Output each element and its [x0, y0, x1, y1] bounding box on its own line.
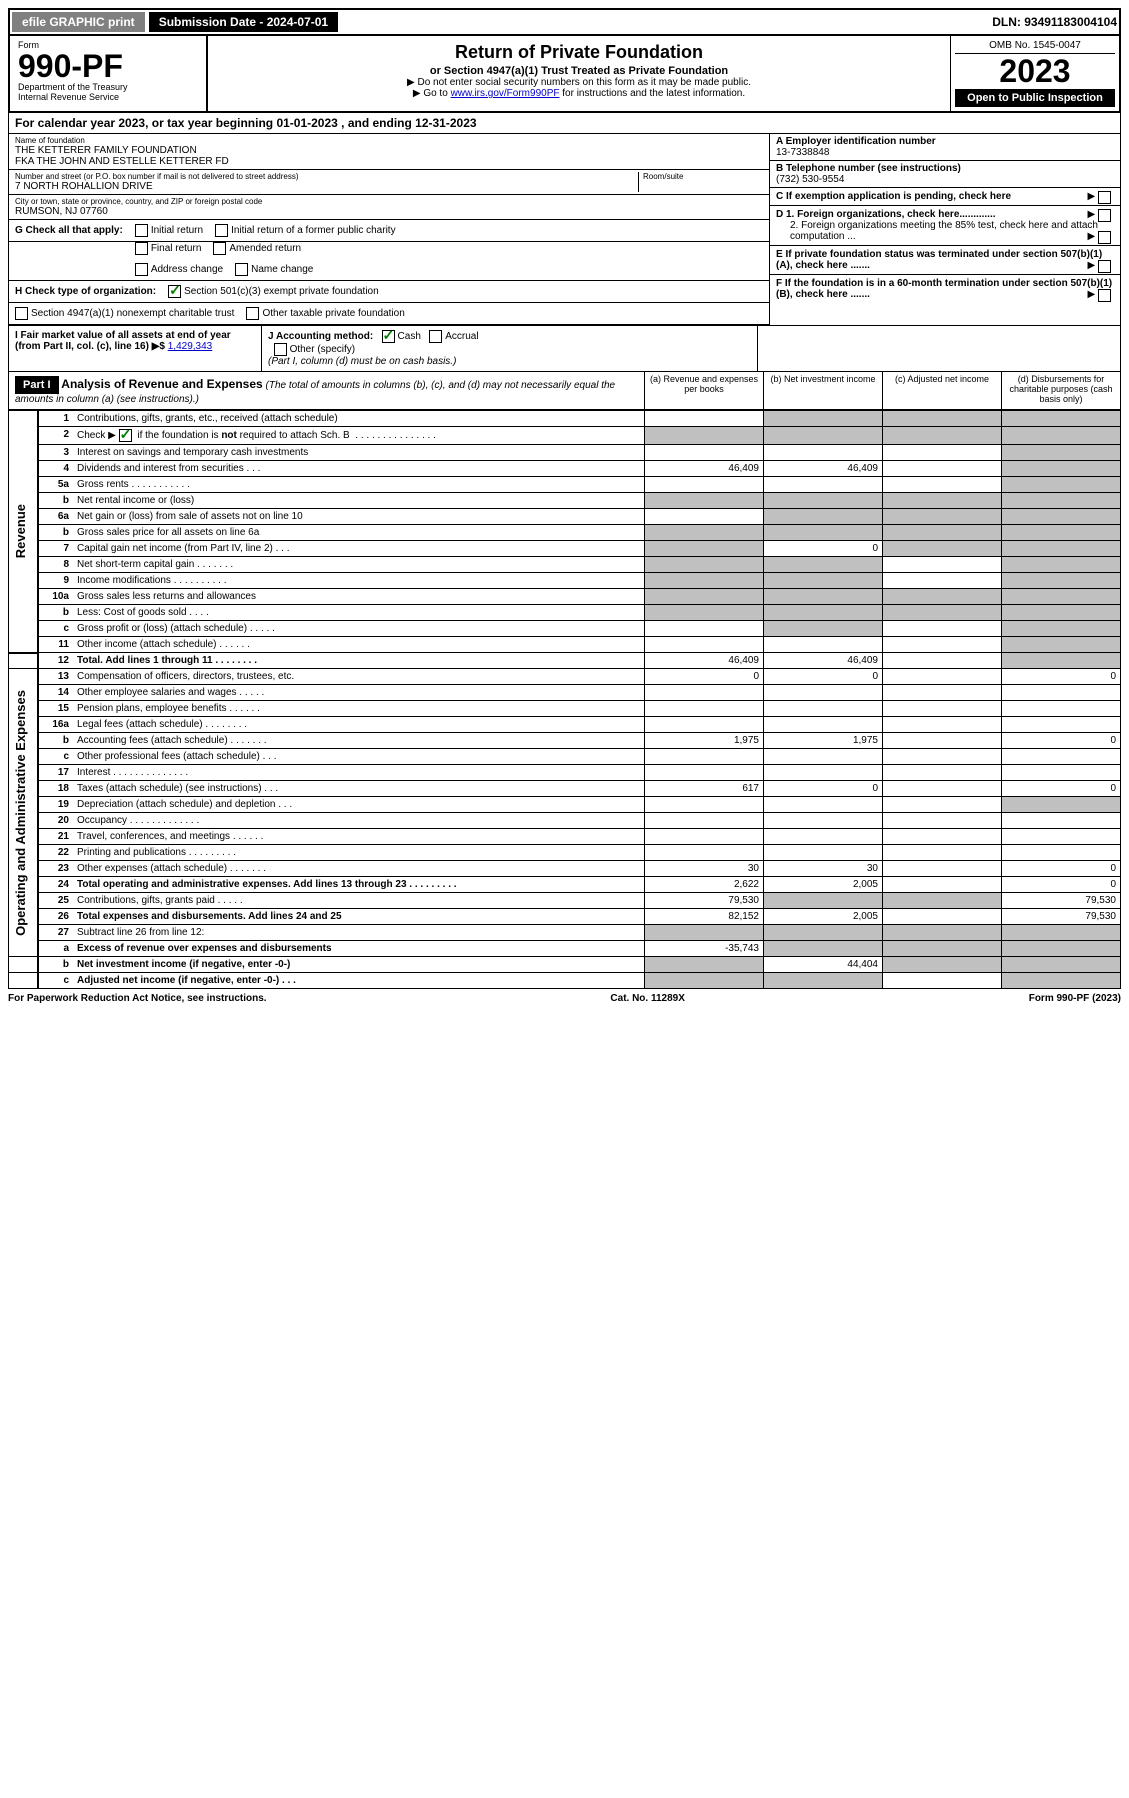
top-bar: efile GRAPHIC print Submission Date - 20…: [8, 8, 1121, 36]
501c3-checkbox[interactable]: [168, 285, 181, 298]
fmv-value[interactable]: 1,429,343: [168, 341, 213, 352]
part1-label: Part I: [15, 376, 59, 394]
dept-treasury: Department of the Treasury: [18, 82, 198, 92]
ij-row: I Fair market value of all assets at end…: [8, 326, 1121, 372]
calendar-year-row: For calendar year 2023, or tax year begi…: [8, 113, 1121, 134]
form-header: Form 990-PF Department of the Treasury I…: [8, 36, 1121, 113]
h-check-row-2: Section 4947(a)(1) nonexempt charitable …: [9, 303, 769, 325]
tax-year: 2023: [955, 54, 1115, 89]
accrual-checkbox[interactable]: [429, 330, 442, 343]
amended-return-checkbox[interactable]: [213, 242, 226, 255]
footer-right: Form 990-PF (2023): [1029, 993, 1121, 1004]
initial-public-checkbox[interactable]: [215, 224, 228, 237]
h-check-row: H Check type of organization: Section 50…: [9, 281, 769, 303]
form-link[interactable]: www.irs.gov/Form990PF: [451, 88, 560, 99]
footer-left: For Paperwork Reduction Act Notice, see …: [8, 993, 267, 1004]
dln: DLN: 93491183004104: [992, 15, 1117, 29]
c-checkbox[interactable]: [1098, 191, 1111, 204]
e-label: E If private foundation status was termi…: [776, 249, 1102, 271]
col-c-header: (c) Adjusted net income: [882, 372, 1001, 409]
instruction-2: ▶ Go to www.irs.gov/Form990PF for instru…: [212, 88, 946, 99]
foundation-name-1: THE KETTERER FAMILY FOUNDATION: [15, 145, 763, 156]
f-checkbox[interactable]: [1098, 289, 1111, 302]
f-label: F If the foundation is in a 60-month ter…: [776, 278, 1112, 300]
other-taxable-checkbox[interactable]: [246, 307, 259, 320]
g-label: G Check all that apply:: [15, 225, 123, 236]
name-label: Name of foundation: [15, 136, 763, 145]
d2-label: 2. Foreign organizations meeting the 85%…: [790, 220, 1098, 242]
phone-label: B Telephone number (see instructions): [776, 163, 1114, 174]
address-label: Number and street (or P.O. box number if…: [15, 172, 638, 181]
foundation-info-grid: Name of foundation THE KETTERER FAMILY F…: [8, 134, 1121, 326]
efile-print-btn[interactable]: efile GRAPHIC print: [12, 12, 145, 32]
d1-label: D 1. Foreign organizations, check here..…: [776, 209, 996, 220]
other-method-checkbox[interactable]: [274, 343, 287, 356]
city-label: City or town, state or province, country…: [15, 197, 763, 206]
footer-center: Cat. No. 11289X: [610, 993, 684, 1004]
form-title: Return of Private Foundation: [212, 42, 946, 63]
part1-header-row: Part I Analysis of Revenue and Expenses …: [8, 372, 1121, 410]
schb-checkbox[interactable]: [119, 429, 132, 442]
open-to-public: Open to Public Inspection: [955, 89, 1115, 107]
form-subtitle: or Section 4947(a)(1) Trust Treated as P…: [212, 65, 946, 77]
cash-checkbox[interactable]: [382, 330, 395, 343]
omb-number: OMB No. 1545-0047: [955, 40, 1115, 54]
part1-table: Revenue 1Contributions, gifts, grants, e…: [8, 410, 1121, 989]
phone-value: (732) 530-9554: [776, 174, 1114, 185]
expenses-label: Operating and Administrative Expenses: [13, 690, 28, 936]
address-change-checkbox[interactable]: [135, 263, 148, 276]
h-label: H Check type of organization:: [15, 286, 156, 297]
submission-date: Submission Date - 2024-07-01: [149, 12, 338, 32]
4947-checkbox[interactable]: [15, 307, 28, 320]
d1-checkbox[interactable]: [1098, 209, 1111, 222]
irs-label: Internal Revenue Service: [18, 92, 198, 102]
e-checkbox[interactable]: [1098, 260, 1111, 273]
instruction-1: ▶ Do not enter social security numbers o…: [212, 77, 946, 88]
col-a-header: (a) Revenue and expenses per books: [644, 372, 763, 409]
foundation-name-2: FKA THE JOHN AND ESTELLE KETTERER FD: [15, 156, 763, 167]
j-note: (Part I, column (d) must be on cash basi…: [268, 356, 456, 367]
room-label: Room/suite: [643, 172, 763, 181]
col-b-header: (b) Net investment income: [763, 372, 882, 409]
c-label: C If exemption application is pending, c…: [776, 191, 1011, 202]
street-address: 7 NORTH ROHALLION DRIVE: [15, 181, 638, 192]
g-check-row-2: G Check all that apply: Final return Ame…: [9, 242, 769, 259]
j-label: J Accounting method:: [268, 331, 373, 342]
g-check-row: G Check all that apply: Initial return I…: [9, 220, 769, 242]
ein-value: 13-7338848: [776, 147, 1114, 158]
form-number: 990-PF: [18, 50, 198, 82]
col-d-header: (d) Disbursements for charitable purpose…: [1001, 372, 1120, 409]
ein-label: A Employer identification number: [776, 136, 1114, 147]
g-check-row-3: G Check all that apply: Address change N…: [9, 259, 769, 281]
revenue-label: Revenue: [13, 504, 28, 558]
final-return-checkbox[interactable]: [135, 242, 148, 255]
initial-return-checkbox[interactable]: [135, 224, 148, 237]
page-footer: For Paperwork Reduction Act Notice, see …: [8, 989, 1121, 1008]
city-state-zip: RUMSON, NJ 07760: [15, 206, 763, 217]
part1-title: Analysis of Revenue and Expenses: [61, 377, 262, 391]
d2-checkbox[interactable]: [1098, 231, 1111, 244]
name-change-checkbox[interactable]: [235, 263, 248, 276]
